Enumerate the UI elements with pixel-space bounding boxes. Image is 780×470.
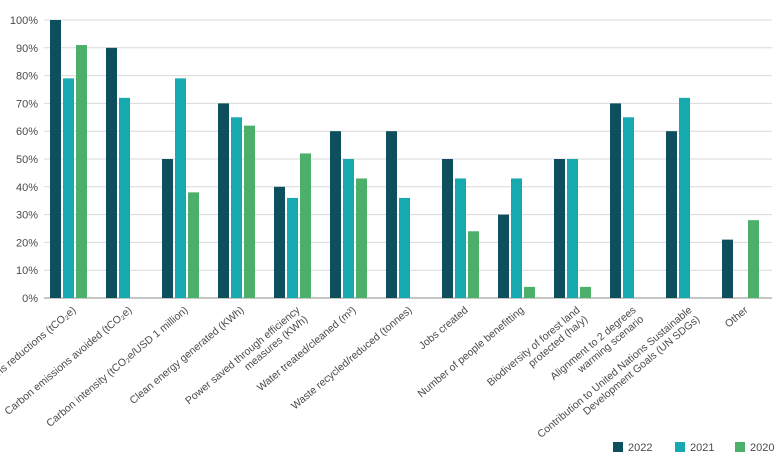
bar-2022-2	[162, 159, 173, 298]
bar-2020-0	[76, 45, 87, 298]
legend-swatch-2020	[735, 442, 745, 452]
y-tick-label: 10%	[16, 265, 38, 277]
category-label-line: Development Goals (UN SDGs)	[581, 313, 702, 417]
bar-2021-11	[679, 97, 690, 298]
bar-2022-0	[50, 20, 61, 298]
bar-2021-3	[231, 117, 242, 298]
category-label-line: Other	[723, 304, 751, 330]
bar-2020-4	[300, 153, 311, 298]
bar-2020-3	[244, 125, 255, 298]
legend-swatch-2022	[613, 442, 623, 452]
bar-2021-7	[455, 178, 466, 298]
y-tick-label: 90%	[16, 43, 38, 55]
bar-2021-2	[175, 78, 186, 298]
category-label: Other	[723, 304, 751, 330]
bar-2021-0	[63, 78, 74, 298]
legend-label: 2022	[628, 442, 652, 454]
y-tick-label: 80%	[16, 71, 38, 83]
y-tick-label: 0%	[22, 293, 38, 305]
legend-label: 2021	[690, 442, 714, 454]
category-label: Number of people benefitting	[415, 304, 526, 400]
legend-label: 2020	[750, 442, 774, 454]
y-tick-label: 100%	[10, 15, 38, 27]
category-label-line: Jobs created	[417, 304, 471, 352]
bar-2021-8	[511, 178, 522, 298]
y-tick-label: 60%	[16, 126, 38, 138]
bar-2021-4	[287, 197, 298, 298]
bar-2022-11	[666, 131, 677, 298]
category-label-line: Number of people benefitting	[415, 304, 526, 400]
y-tick-label: 50%	[16, 154, 38, 166]
bar-2022-7	[442, 159, 453, 298]
bar-2021-10	[623, 117, 634, 298]
legend: 2022 2021 2020	[613, 442, 774, 454]
bar-2020-5	[356, 178, 367, 298]
bar-2022-6	[386, 131, 397, 298]
bar-2021-5	[343, 159, 354, 298]
category-label-line: Clean energy generated (KWh)	[127, 304, 246, 407]
bar-2022-5	[330, 131, 341, 298]
y-axis-tick-labels: 0% 10% 20% 30% 40% 50% 60% 70% 80% 90% 100%	[10, 15, 38, 305]
y-tick-label: 30%	[16, 210, 38, 222]
bar-2022-9	[554, 159, 565, 298]
x-axis-category-labels: GHG emissions reductions (tCO₂e)Carbon e…	[0, 304, 751, 441]
bar-2020-8	[524, 286, 535, 298]
bar-2022-10	[610, 103, 621, 299]
bar-2021-1	[119, 97, 130, 298]
bar-2020-9	[580, 286, 591, 298]
bar-2022-8	[498, 214, 509, 298]
bar-2020-12	[748, 220, 759, 298]
y-tick-label: 70%	[16, 98, 38, 110]
bar-2021-9	[567, 159, 578, 298]
legend-swatch-2021	[675, 442, 685, 452]
bar-2022-4	[274, 186, 285, 298]
bar-2020-2	[188, 192, 199, 298]
bar-2021-6	[399, 197, 410, 298]
category-label: Clean energy generated (KWh)	[127, 304, 246, 407]
bar-2022-1	[106, 47, 117, 298]
y-tick-label: 20%	[16, 237, 38, 249]
category-label: Jobs created	[417, 304, 471, 352]
category-label-line: Biodiversity of forest land	[485, 304, 583, 389]
bar-2022-12	[722, 239, 733, 298]
bars	[50, 20, 759, 299]
bar-2022-3	[218, 103, 229, 299]
y-tick-label: 40%	[16, 182, 38, 194]
category-label-line: Power saved through efficiency	[183, 304, 303, 407]
bar-2020-7	[468, 231, 479, 298]
